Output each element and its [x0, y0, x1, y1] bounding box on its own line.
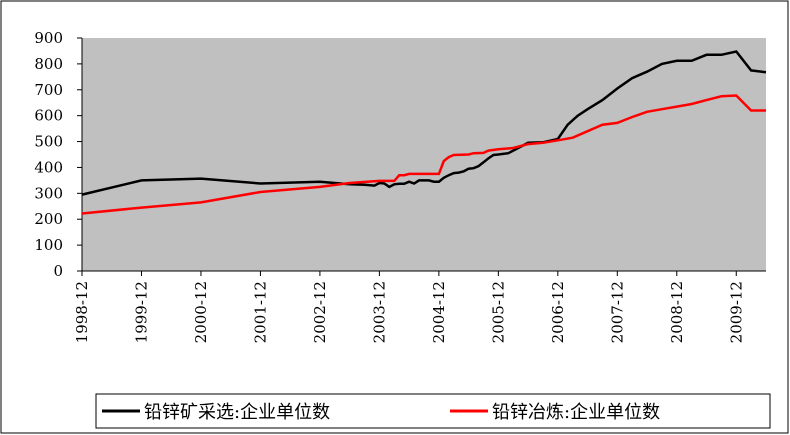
y-tick-label: 300 — [34, 184, 63, 202]
series-line — [81, 50, 767, 196]
x-tick-label: 2002-12 — [311, 281, 329, 343]
x-tick-label: 2003-12 — [370, 281, 388, 343]
x-tick-label: 2008-12 — [668, 281, 686, 343]
x-tick-label: 2006-12 — [549, 281, 567, 343]
x-tick-label: 2004-12 — [430, 281, 448, 343]
x-tick-label: 1999-12 — [132, 281, 150, 343]
x-tick-label: 1998-12 — [73, 281, 91, 343]
plot-area — [82, 38, 766, 271]
x-tick-label: 2007-12 — [608, 281, 626, 343]
y-tick-label: 400 — [34, 158, 63, 176]
x-tick-label: 2005-12 — [489, 281, 507, 343]
y-tick-label: 500 — [34, 133, 63, 151]
y-tick-label: 600 — [34, 107, 63, 125]
y-tick-label: 100 — [34, 236, 63, 254]
y-tick-label: 200 — [34, 210, 63, 228]
x-tick-label: 2000-12 — [192, 281, 210, 343]
legend-label: 铅锌冶炼:企业单位数 — [492, 402, 660, 423]
y-tick-label: 900 — [34, 29, 63, 47]
x-tick-label: 2009-12 — [727, 281, 745, 343]
y-tick-label: 0 — [53, 262, 63, 280]
legend-label: 铅锌矿采选:企业单位数 — [144, 402, 330, 423]
legend-box — [95, 393, 771, 429]
series-line — [81, 94, 766, 215]
y-tick-label: 800 — [34, 55, 63, 73]
y-tick-label: 700 — [34, 81, 63, 99]
x-tick-label: 2001-12 — [251, 281, 269, 343]
